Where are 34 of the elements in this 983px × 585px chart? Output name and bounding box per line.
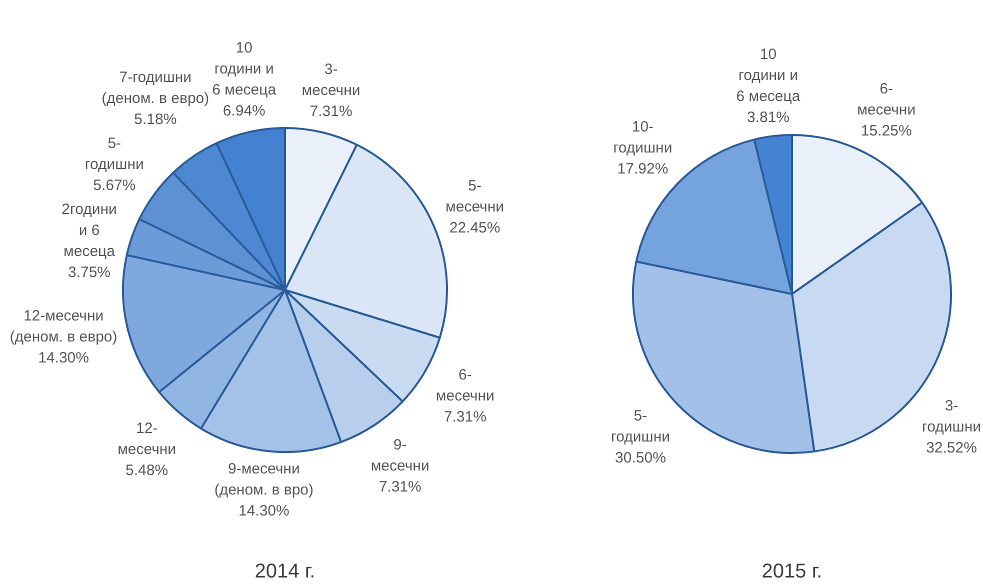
slice-label: 10 години и 6 месеца [736,46,801,106]
slice-label: 6-месечни [857,80,916,119]
data-label: 5.48% [126,462,168,480]
data-label: 5.18% [134,110,177,128]
data-label: 7.31% [378,478,422,496]
slice-label: 5-годишни [610,407,670,446]
data-label: 17.92% [617,160,668,178]
slice-label: 5-годишни [84,134,144,173]
data-label: 30.50% [615,449,666,466]
data-label: 14.30% [38,349,89,366]
data-label: 32.52% [926,439,977,456]
data-label: 3.81% [746,109,790,126]
data-label: 7.31% [444,408,486,426]
data-label: 3.75% [68,264,111,281]
slice-label: 12-месечни [118,420,176,458]
text: 2014 г. [254,560,316,583]
text: 2015 г. [762,560,822,583]
data-label: 7.31% [310,103,352,120]
slice-label: 10-годишни [613,118,672,156]
data-label: 6.94% [222,102,266,120]
data-label: 14.30% [238,502,290,520]
slice-label: 9-месечни (деном. в вро) [214,460,314,499]
data-label: 22.45% [449,220,500,237]
slice-label: 3-годишни [922,397,981,436]
slice-label: 3-месечни [302,61,360,100]
slice-label: 5-месечни [446,178,504,216]
slice-label: 10 години и 6 месеца [212,39,277,98]
data-label: 5.67% [93,176,136,194]
slice-label: 9-месечни [370,436,430,475]
data-label: 15.25% [860,122,912,140]
slice-label: 6-месечни [436,366,494,405]
slice-label: 7-годишни (деном. в евро) [102,68,210,107]
slice-label: 2години и 6 месеца [62,200,117,260]
slice-label: 12-месечни (деном. в евро) [10,307,118,346]
